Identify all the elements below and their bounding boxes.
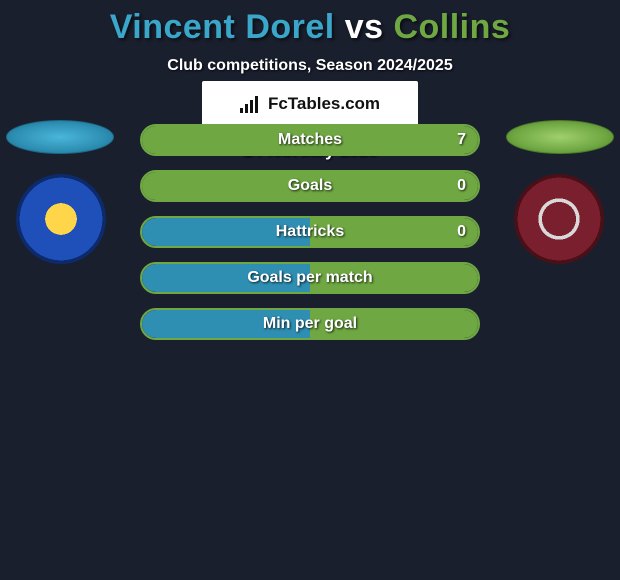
logo-text: FcTables.com (268, 94, 380, 114)
subtitle: Club competitions, Season 2024/2025 (0, 57, 620, 75)
stat-value-right: 0 (457, 177, 466, 195)
stat-row: Goals 0 (140, 170, 480, 202)
stat-row: Hattricks 0 (140, 216, 480, 248)
stat-label: Goals per match (247, 269, 372, 287)
stat-value-right: 0 (457, 223, 466, 241)
stat-row: Matches 7 (140, 124, 480, 156)
stat-label: Matches (278, 131, 342, 149)
player2-name: Collins (393, 8, 510, 46)
player1-name: Vincent Dorel (110, 8, 335, 46)
page-title: Vincent Dorel vs Collins (0, 0, 620, 47)
stat-label: Hattricks (276, 223, 344, 241)
fctables-logo[interactable]: FcTables.com (202, 81, 418, 127)
chart-icon (240, 95, 262, 113)
torquay-united-badge (16, 174, 106, 264)
chelmsford-city-badge (514, 174, 604, 264)
player1-avatar (6, 120, 114, 154)
stat-row: Goals per match (140, 262, 480, 294)
stat-value-right: 7 (457, 131, 466, 149)
player2-avatar (506, 120, 614, 154)
stats-container: Matches 7 Goals 0 Hattricks 0 Goals per match M… (140, 124, 480, 354)
stat-row: Min per goal (140, 308, 480, 340)
stat-label: Goals (288, 177, 332, 195)
stat-label: Min per goal (263, 315, 357, 333)
vs-text: vs (345, 8, 384, 46)
